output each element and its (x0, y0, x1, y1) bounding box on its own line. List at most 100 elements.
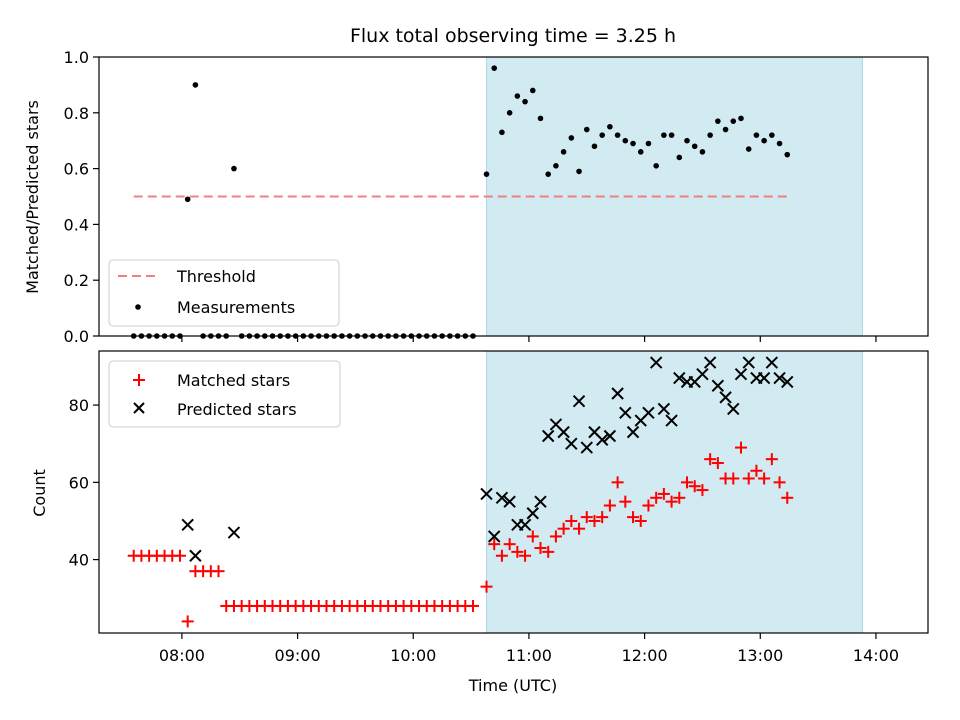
measurement-point-72 (691, 143, 698, 150)
measurement-point-66 (645, 140, 652, 147)
matched-point-73 (696, 484, 709, 497)
measurement-point-51 (529, 87, 536, 94)
bottom-legend: Matched stars Predicted stars (108, 360, 341, 428)
measurement-point-45 (483, 171, 490, 177)
predicted-point-21 (619, 406, 632, 420)
matched-point-53 (542, 545, 555, 558)
predicted-point-8 (518, 518, 532, 532)
matched-point-57 (573, 522, 586, 535)
matched-point-83 (773, 476, 786, 489)
predicted-point-0 (181, 518, 194, 532)
predicted-point-10 (534, 495, 547, 508)
matched-point-58 (580, 511, 593, 524)
top-y-tick-label-1: 0.2 (64, 271, 89, 290)
measurement-point-78 (738, 115, 744, 122)
matched-point-52 (534, 542, 547, 555)
predicted-point-35 (727, 402, 740, 416)
matched-point-65 (634, 514, 647, 527)
predicted-point-25 (649, 356, 663, 369)
predicted-point-41 (773, 371, 786, 385)
predicted-point-37 (742, 356, 755, 369)
matched-point-66 (642, 499, 655, 512)
predicted-point-13 (557, 425, 570, 439)
predicted-point-14 (565, 437, 578, 450)
predicted-point-42 (781, 375, 794, 389)
predicted-point-28 (673, 371, 686, 385)
matched-point-56 (565, 514, 578, 527)
matched-point-75 (711, 457, 724, 470)
x-tick-label-2: 10:00 (390, 646, 436, 665)
measurement-point-82 (769, 132, 775, 138)
matched-point-46 (488, 538, 501, 551)
legend-predicted-label: Predicted stars (177, 400, 297, 419)
measurement-point-80 (753, 132, 760, 138)
legend-predicted-swatch (133, 402, 145, 414)
measurement-point-55 (560, 149, 567, 155)
top-y-axis-label: Matched/Predicted stars (23, 100, 42, 294)
x-tick-label-0: 08:00 (159, 646, 205, 665)
x-tick-label-5: 13:00 (737, 646, 783, 665)
bottom-y-axis-label: Count (30, 469, 49, 517)
predicted-point-33 (711, 379, 725, 392)
predicted-point-20 (611, 387, 624, 400)
bottom-x-ticks: 08:00 09:00 10:00 11:00 12:00 13:00 14:00 (159, 633, 899, 665)
matched-point-71 (681, 476, 694, 489)
measurement-point-81 (761, 137, 767, 144)
top-x-ticks (181, 336, 877, 342)
matched-point-77 (727, 472, 740, 485)
top-panel: 0.0 0.2 0.4 0.6 0.8 1.0 Matched/Predicted sta… (23, 48, 929, 346)
measurement-point-53 (545, 171, 552, 177)
bottom-shade-region (486, 350, 863, 634)
matched-point-6 (173, 549, 186, 562)
predicted-point-19 (603, 429, 617, 443)
predicted-point-11 (541, 429, 555, 443)
bottom-panel: 40 60 80 08:00 09:00 10:00 11:00 12:00 13:00 14:… (30, 350, 929, 695)
matched-point-69 (665, 495, 678, 508)
predicted-point-36 (734, 367, 748, 381)
bottom-y-tick-label-2: 80 (69, 396, 89, 415)
matched-point-44 (467, 599, 480, 612)
matched-point-70 (673, 491, 686, 504)
bottom-legend-box (108, 360, 341, 428)
top-y-tick-label-0: 0.0 (64, 327, 89, 346)
measurement-point-54 (553, 163, 559, 169)
chart-title: Flux total observing time = 3.25 h (350, 25, 676, 47)
measurement-point-47 (499, 129, 505, 136)
matched-point-63 (619, 495, 632, 508)
measurement-point-49 (514, 93, 521, 99)
top-legend: Threshold Measurements (108, 259, 340, 327)
measurement-point-52 (537, 115, 544, 122)
measurement-point-65 (637, 149, 644, 155)
measurement-point-50 (522, 98, 528, 105)
measurement-point-8 (192, 82, 199, 88)
matched-point-55 (557, 522, 570, 535)
predicted-point-5 (495, 491, 509, 505)
legend-matched-label: Matched stars (177, 371, 290, 390)
matched-point-11 (212, 565, 225, 578)
matched-point-49 (511, 545, 524, 558)
top-y-tick-label-4: 0.8 (64, 104, 89, 123)
predicted-point-32 (703, 356, 717, 369)
measurement-point-57 (576, 168, 582, 175)
legend-matched-swatch (133, 374, 145, 386)
x-tick-label-4: 12:00 (622, 646, 668, 665)
measurement-point-79 (745, 146, 752, 152)
measurement-point-74 (707, 132, 713, 138)
measurement-point-77 (730, 118, 737, 124)
measurement-point-71 (684, 137, 690, 144)
matched-point-74 (704, 453, 717, 466)
predicted-point-39 (757, 371, 771, 385)
matched-point-50 (519, 549, 532, 562)
matched-point-78 (734, 441, 747, 454)
matched-point-80 (750, 464, 763, 477)
matched-point-7 (181, 615, 194, 628)
matched-point-61 (603, 499, 616, 512)
predicted-star-points (181, 356, 794, 562)
matched-point-60 (596, 511, 609, 524)
measurement-point-70 (676, 154, 683, 161)
predicted-point-26 (657, 402, 671, 416)
measurement-point-68 (661, 132, 667, 138)
predicted-point-40 (765, 356, 779, 369)
top-y-ticks: 0.0 0.2 0.4 0.6 0.8 1.0 (64, 48, 99, 346)
